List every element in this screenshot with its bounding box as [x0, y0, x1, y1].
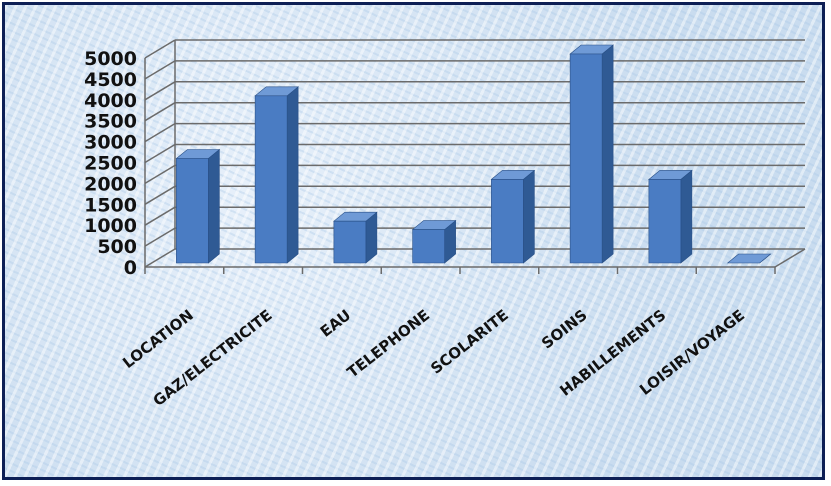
gridline-depth	[144, 60, 176, 80]
x-tick-label: SCOLARITE	[427, 306, 512, 378]
y-tick-label: 4000	[84, 90, 137, 112]
bar-front	[176, 158, 209, 264]
gridline-depth	[144, 143, 176, 164]
bar-gaz-electricite	[254, 86, 299, 264]
bar-front	[648, 179, 682, 264]
bar-side	[680, 169, 693, 264]
bar-top	[726, 253, 772, 264]
bar-front	[491, 179, 524, 264]
gridline-depth	[144, 206, 176, 226]
gridline-depth	[144, 122, 176, 143]
y-tick-label: 500	[97, 236, 137, 258]
bar-side	[208, 148, 220, 264]
bar-scolarite	[490, 169, 536, 264]
gridline-depth	[144, 227, 176, 247]
y-tick-label: 1000	[84, 215, 137, 237]
bar-habillements	[648, 169, 693, 264]
y-tick-label: 3500	[84, 111, 137, 133]
gridlines	[144, 39, 805, 268]
x-tick-label: TELEPHONE	[344, 306, 433, 381]
gridline-depth	[144, 185, 176, 205]
y-tick-label: 0	[124, 257, 137, 279]
bar-eau	[333, 211, 378, 264]
gridline-depth	[144, 39, 176, 59]
floor-edge	[774, 248, 806, 268]
bar-front	[412, 229, 445, 264]
x-tick-label: SOINS	[538, 306, 590, 353]
bar-front	[569, 53, 603, 264]
bar-front	[254, 95, 288, 264]
bar-side	[523, 169, 535, 264]
y-tick-label: 2000	[84, 173, 137, 195]
bar-telephone	[411, 219, 457, 264]
bar-soins	[569, 44, 614, 264]
gridline-depth	[144, 248, 176, 268]
chart-frame: 0 500 1000 1500 2000 2500 3000 3500 4000 4500 5000…	[2, 2, 825, 480]
y-tick-label: 4500	[84, 69, 137, 91]
y-tick-label: 3000	[84, 132, 137, 154]
x-tick-label: LOCATION	[119, 306, 197, 372]
bar-side	[601, 44, 614, 264]
bar-side	[286, 86, 299, 264]
bar-chart: 0500100015002000250030003500400045005000…	[84, 39, 806, 410]
y-tick-label: 2500	[84, 153, 137, 175]
gridline-depth	[144, 164, 176, 185]
gridline-depth	[144, 102, 176, 122]
y-tick-label: 5000	[84, 48, 137, 70]
y-tick-label: 1500	[84, 194, 137, 216]
bar-loisir-voyage	[726, 253, 772, 264]
x-tick-label: EAU	[317, 306, 355, 341]
gridline-depth	[144, 81, 176, 101]
bar-location	[175, 148, 221, 264]
bar-front	[333, 220, 367, 264]
